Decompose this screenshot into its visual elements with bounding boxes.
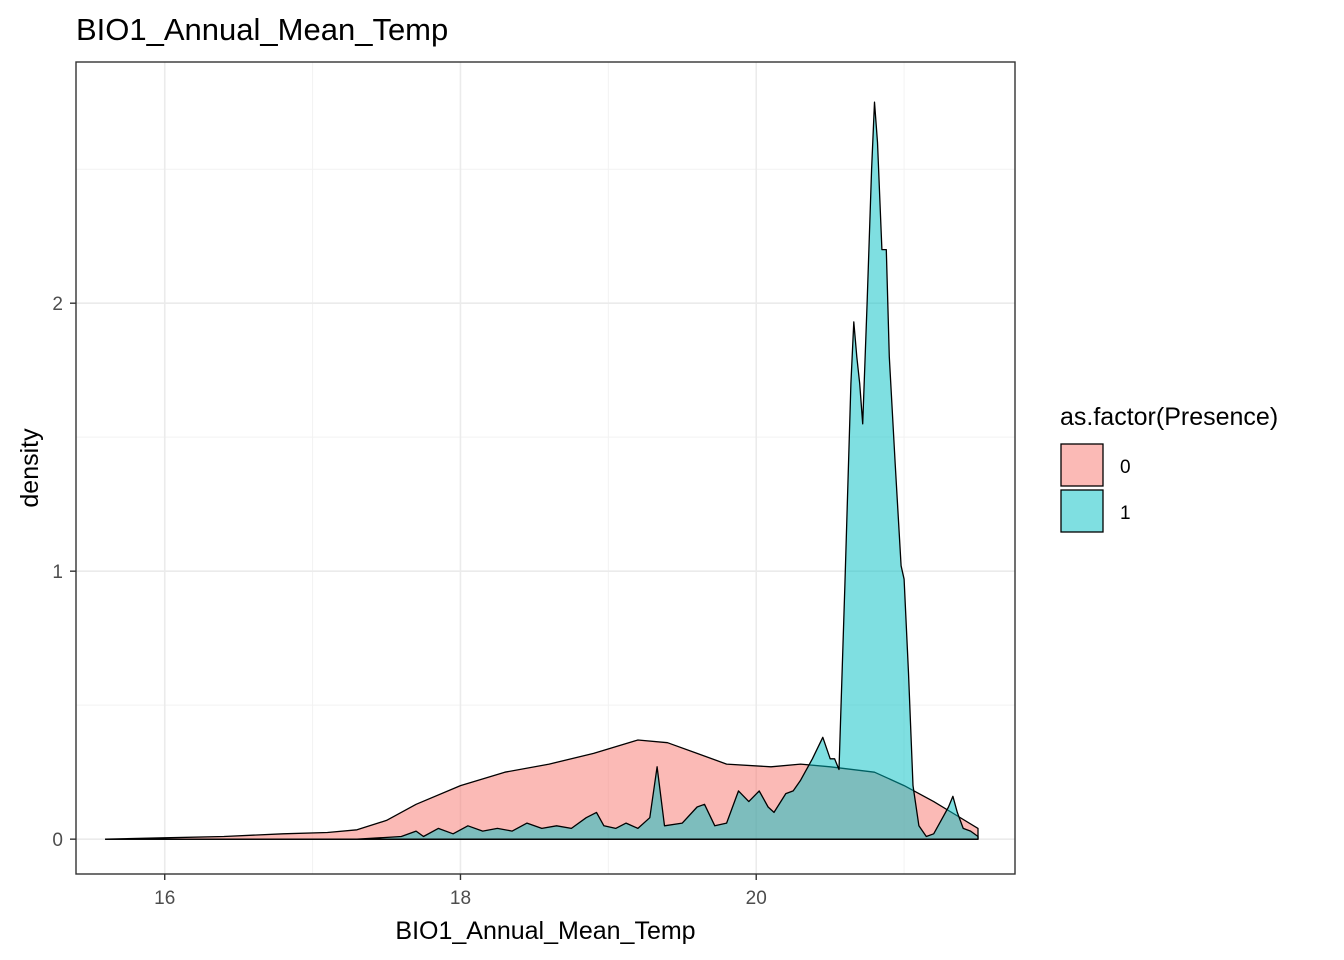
legend-key-1: [1060, 489, 1104, 533]
x-tick-label: 18: [450, 888, 471, 909]
y-axis-title: density: [16, 428, 44, 508]
legend-title: as.factor(Presence): [1060, 403, 1278, 431]
x-axis-title: BIO1_Annual_Mean_Temp: [395, 917, 695, 945]
x-axis: 16 18 20: [154, 874, 767, 909]
y-tick-label: 0: [52, 830, 63, 851]
x-tick-label: 16: [154, 888, 175, 909]
density-area-1: [104, 101, 979, 840]
minor-gridlines: [76, 62, 1015, 874]
legend-key-0: [1060, 443, 1104, 487]
chart-title: BIO1_Annual_Mean_Temp: [76, 12, 448, 47]
x-tick-label: 20: [746, 888, 767, 909]
panel-border: [75, 61, 1016, 875]
legend-label-1: 1: [1120, 503, 1131, 524]
plot-panel: [75, 61, 1016, 875]
legend: as.factor(Presence) 0 1: [1060, 403, 1278, 533]
y-tick-label: 2: [52, 294, 63, 315]
y-tick-label: 1: [52, 562, 63, 583]
density-areas: [104, 101, 979, 840]
y-axis: 0 1 2: [52, 294, 76, 851]
legend-label-0: 0: [1120, 457, 1131, 478]
